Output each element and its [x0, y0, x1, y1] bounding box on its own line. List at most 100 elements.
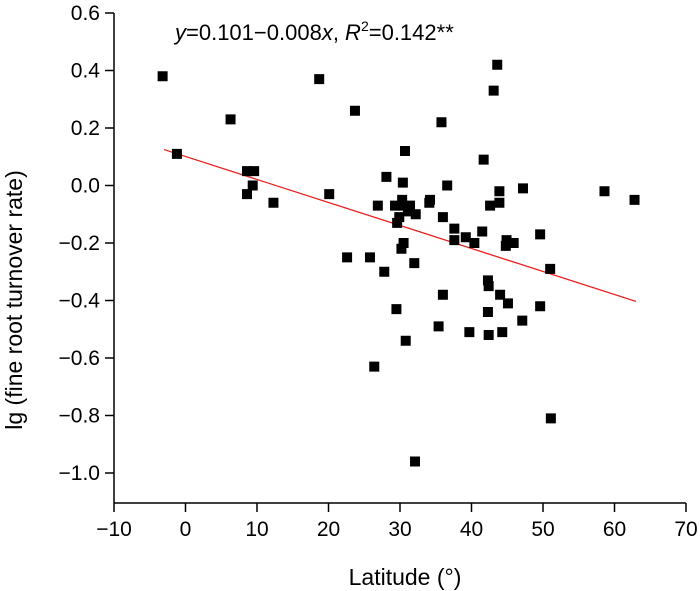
data-point — [437, 212, 448, 223]
data-point — [508, 238, 519, 248]
data-point — [397, 200, 408, 211]
y-tick-label: −1.0 — [59, 462, 100, 485]
regression-equation: y=0.101−0.008x, R2=0.142** — [173, 18, 454, 45]
eq-r-symbol: R — [345, 20, 361, 45]
data-point — [517, 183, 528, 194]
data-point — [349, 105, 360, 116]
eq-r-superscript: 2 — [361, 18, 369, 34]
data-point — [397, 177, 408, 188]
data-point — [545, 413, 556, 424]
eq-separator: , — [333, 20, 345, 45]
data-point — [171, 148, 182, 159]
data-point — [241, 166, 252, 177]
data-point — [324, 189, 335, 200]
y-tick-label: 0.4 — [71, 60, 101, 83]
data-point — [483, 330, 494, 340]
data-point — [424, 197, 435, 208]
data-point — [369, 361, 380, 372]
y-tick-label: −0.8 — [59, 405, 100, 428]
x-tick-label: 50 — [531, 518, 554, 541]
data-point — [398, 238, 409, 248]
data-point — [402, 206, 413, 217]
x-tick-label: 70 — [674, 518, 697, 541]
y-tick-label: −0.6 — [59, 347, 100, 370]
data-point — [342, 252, 353, 263]
data-point — [314, 74, 325, 85]
data-point — [381, 171, 392, 182]
data-point — [433, 321, 444, 332]
data-point — [599, 186, 610, 197]
data-point — [400, 335, 411, 346]
data-point — [469, 238, 480, 248]
data-point — [482, 275, 493, 286]
x-axis-title: Latitude (°) — [349, 564, 462, 590]
data-point — [478, 154, 489, 165]
data-point — [392, 217, 403, 228]
data-point — [389, 200, 400, 211]
data-point — [460, 232, 471, 243]
data-point — [495, 289, 506, 300]
x-axis: −10 0 10 20 30 40 50 60 70 — [96, 502, 698, 541]
data-point — [502, 298, 513, 309]
x-tick-label: −10 — [96, 518, 132, 541]
data-point — [241, 189, 252, 200]
data-point — [535, 301, 546, 312]
data-point — [482, 307, 493, 317]
data-point — [391, 304, 402, 315]
x-tick-label: 20 — [317, 518, 340, 541]
y-axis: −1.0 −0.8 −0.6 −0.4 −0.2 0.0 0.2 0.4 0.6 — [59, 2, 115, 503]
x-tick-label: 0 — [180, 518, 192, 541]
data-point — [396, 243, 407, 254]
data-point — [442, 180, 453, 191]
data-point — [409, 258, 420, 269]
data-point — [483, 281, 494, 292]
eq-x-symbol: x — [321, 20, 334, 45]
x-tick-label: 10 — [245, 518, 268, 541]
data-point — [379, 266, 390, 277]
data-point — [494, 186, 505, 197]
data-point — [436, 117, 447, 128]
data-point — [535, 229, 546, 240]
data-point — [364, 252, 375, 263]
data-point — [464, 327, 475, 338]
data-point — [517, 315, 528, 326]
data-point — [249, 166, 260, 177]
data-point — [405, 200, 416, 211]
data-point — [372, 200, 383, 211]
data-point — [394, 212, 405, 223]
data-point — [449, 223, 460, 234]
data-point — [485, 200, 496, 211]
y-tick-label: 0.2 — [71, 117, 100, 140]
x-tick-label: 30 — [388, 518, 411, 541]
y-tick-label: 0.6 — [71, 2, 100, 25]
data-point — [437, 289, 448, 300]
y-tick-label: −0.2 — [59, 232, 100, 255]
data-point — [500, 240, 511, 251]
x-tick-label: 60 — [603, 518, 626, 541]
data-point — [157, 71, 168, 82]
eq-y-symbol: y — [173, 20, 188, 45]
x-tick-label: 40 — [460, 518, 483, 541]
y-tick-label: 0.0 — [71, 175, 100, 198]
data-point — [268, 197, 279, 208]
data-point — [488, 85, 499, 96]
data-point — [494, 197, 505, 208]
data-point — [477, 226, 488, 237]
data-point — [449, 235, 460, 246]
data-point — [247, 180, 258, 191]
data-point — [410, 456, 421, 467]
y-axis-title: lg (fine root turnover rate) — [1, 170, 27, 430]
eq-middle: =0.101−0.008 — [186, 20, 322, 45]
data-point — [629, 194, 640, 205]
data-points — [157, 59, 640, 467]
eq-r-value: =0.142** — [369, 20, 454, 45]
data-point — [501, 235, 512, 246]
data-point — [400, 146, 411, 156]
data-point — [225, 114, 236, 125]
data-point — [545, 263, 556, 274]
data-point — [497, 327, 508, 338]
data-point — [492, 59, 503, 70]
data-point — [397, 194, 408, 205]
y-tick-label: −0.4 — [59, 290, 101, 313]
